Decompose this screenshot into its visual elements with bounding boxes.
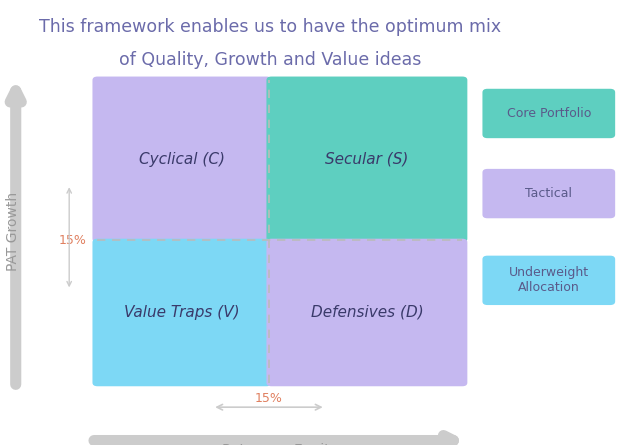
- Text: of Quality, Growth and Value ideas: of Quality, Growth and Value ideas: [120, 51, 421, 69]
- FancyBboxPatch shape: [92, 239, 272, 386]
- Text: Cyclical (C): Cyclical (C): [139, 152, 225, 167]
- FancyBboxPatch shape: [482, 169, 615, 218]
- FancyBboxPatch shape: [92, 77, 272, 242]
- Text: Underweight
Allocation: Underweight Allocation: [509, 267, 589, 294]
- Text: Secular (S): Secular (S): [325, 152, 409, 167]
- Text: Value Traps (V): Value Traps (V): [124, 305, 240, 320]
- Text: This framework enables us to have the optimum mix: This framework enables us to have the op…: [40, 18, 501, 36]
- Text: Defensives (D): Defensives (D): [311, 305, 423, 320]
- FancyBboxPatch shape: [267, 77, 467, 242]
- Text: Tactical: Tactical: [525, 187, 572, 200]
- FancyBboxPatch shape: [267, 239, 467, 386]
- Text: Core Portfolio: Core Portfolio: [506, 107, 591, 120]
- Text: PAT Growth: PAT Growth: [6, 192, 19, 271]
- FancyBboxPatch shape: [482, 255, 615, 305]
- FancyBboxPatch shape: [482, 89, 615, 138]
- Text: 15%: 15%: [255, 392, 283, 405]
- Text: 15%: 15%: [58, 234, 86, 247]
- Text: Return on Equity: Return on Equity: [222, 443, 338, 445]
